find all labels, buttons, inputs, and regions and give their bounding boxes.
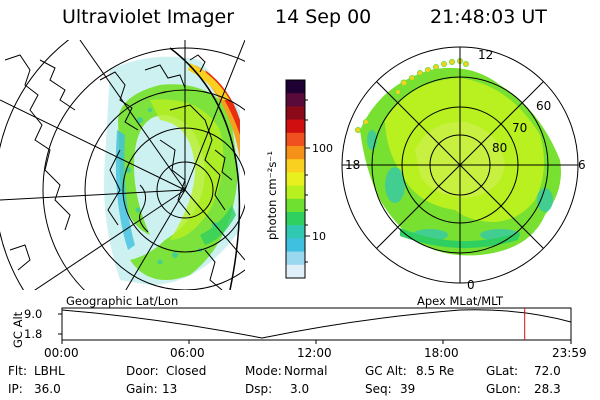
date-label: 14 Sep 00	[275, 6, 372, 28]
status-gcalt-value: 8.5 Re	[416, 364, 455, 378]
status-gain-label: Gain:	[126, 382, 158, 396]
status-seq-value: 39	[400, 382, 416, 396]
timeline-x-0600: 06:00	[170, 346, 205, 360]
colorbar-segment	[286, 93, 305, 107]
timeline-x-1200: 12:00	[297, 346, 332, 360]
colorbar-unit-label: photon cm⁻²s⁻¹	[265, 151, 279, 240]
left-map-label: Geographic Lat/Lon	[66, 294, 178, 308]
lat-label-70: 70	[512, 121, 527, 135]
timeline-x-0000: 00:00	[44, 346, 79, 360]
colorbar-tick-10: 10	[312, 230, 326, 243]
colorbar-tick-100: 100	[312, 142, 333, 155]
status-dsp-value: 3.0	[290, 382, 310, 396]
colorbar-segment	[286, 238, 305, 253]
status-flt-value: LBHL	[34, 364, 65, 378]
mlt-label-12: 12	[478, 48, 493, 62]
colorbar-segment	[286, 132, 305, 147]
status-ip-value: 36.0	[34, 382, 61, 396]
status-glat-value: 72.0	[534, 364, 561, 378]
status-glat-label: GLat:	[486, 364, 519, 378]
status-door-label: Door:	[126, 364, 159, 378]
timeline-x-1800: 18:00	[424, 346, 459, 360]
status-mode-label: Mode:	[245, 364, 282, 378]
status-door-value: Closed	[166, 364, 207, 378]
status-mode-value: Normal	[284, 364, 328, 378]
polar-map	[341, 46, 579, 284]
right-map-label: Apex MLat/MLT	[417, 294, 504, 308]
geographic-map	[0, 40, 245, 290]
colorbar-segment	[286, 106, 305, 121]
colorbar-segment	[286, 159, 305, 173]
colorbar	[286, 80, 305, 279]
colorbar-segment	[286, 172, 305, 187]
status-seq-label: Seq:	[365, 382, 392, 396]
status-flt-label: Flt:	[8, 364, 27, 378]
timeline-x-2359: 23:59	[552, 346, 587, 360]
mlt-label-18: 18	[345, 158, 360, 172]
colorbar-frame	[285, 79, 306, 279]
mlt-label-0: 0	[467, 278, 475, 292]
status-glon-value: 28.3	[534, 382, 561, 396]
status-gcalt-label: GC Alt:	[365, 364, 407, 378]
colorbar-segment	[286, 212, 305, 226]
colorbar-segment	[286, 264, 305, 279]
colorbar-segment	[286, 198, 305, 213]
status-glon-label: GLon:	[486, 382, 521, 396]
mlt-label-6: 6	[578, 158, 586, 172]
time-label: 21:48:03 UT	[430, 6, 547, 28]
instrument-title: Ultraviolet Imager	[62, 6, 235, 28]
colorbar-segment	[286, 251, 305, 266]
colorbar-segment	[286, 225, 305, 239]
colorbar-segment	[286, 146, 305, 160]
colorbar-segment	[286, 80, 305, 94]
timeline-axis-label: GC Alt	[11, 311, 25, 348]
timeline-y-min: 1.8	[24, 327, 42, 341]
timeline-y-max: 9.0	[24, 307, 42, 321]
lat-label-60: 60	[536, 99, 551, 113]
colorbar-segment	[286, 119, 305, 134]
status-ip-label: IP:	[8, 382, 23, 396]
status-dsp-label: Dsp:	[245, 382, 273, 396]
lat-label-80: 80	[492, 141, 507, 155]
timeline-panel	[58, 307, 572, 344]
colorbar-segment	[286, 185, 305, 200]
status-gain-value: 13	[162, 382, 178, 396]
